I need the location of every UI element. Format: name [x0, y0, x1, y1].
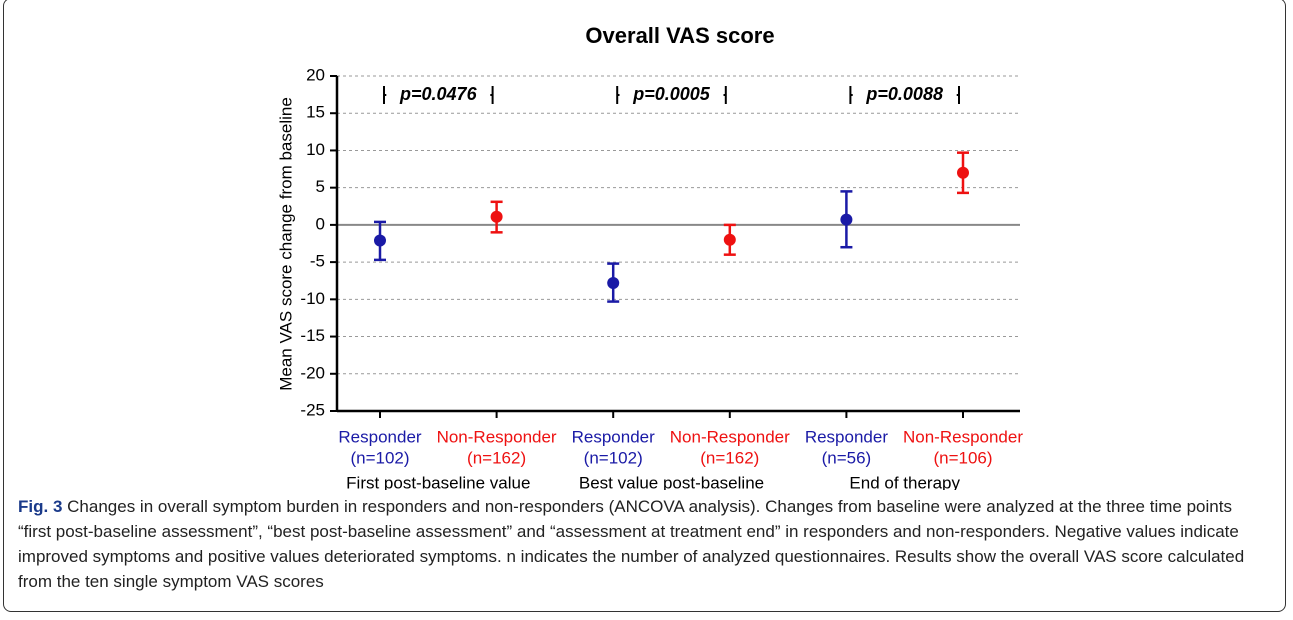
group-label: First post-baseline value [346, 473, 530, 490]
x-tick-label: Non-Responder [437, 427, 557, 446]
x-tick-label: Responder [338, 427, 422, 446]
caption: Fig. 3 Changes in overall symptom burden… [18, 494, 1268, 594]
y-tick-label: 20 [306, 65, 325, 84]
n-label: (n=162) [467, 448, 526, 467]
n-label: (n=102) [584, 448, 643, 467]
caption-label: Fig. 3 [18, 497, 63, 516]
p-value: p=0.0476 [399, 84, 478, 104]
group-label: End of therapy [849, 473, 960, 490]
y-axis-label: Mean VAS score change from baseline [276, 97, 295, 391]
x-tick-label: Non-Responder [670, 427, 790, 446]
y-tick-label: -20 [300, 363, 325, 382]
point [490, 210, 503, 223]
n-label: (n=56) [822, 448, 872, 467]
x-tick-label: Non-Responder [903, 427, 1023, 446]
chart-title: Overall VAS score [585, 23, 774, 48]
caption-text: Changes in overall symptom burden in res… [18, 497, 1245, 591]
group-label: Best value post-baseline [579, 473, 764, 490]
point [374, 234, 386, 247]
p-value: p=0.0088 [865, 84, 943, 104]
y-tick-label: -10 [300, 289, 325, 308]
y-tick-label: 0 [316, 214, 325, 233]
figure-frame [3, 0, 1286, 612]
y-tick-label: -25 [300, 400, 325, 419]
x-tick-label: Responder [572, 427, 656, 446]
chart: Overall VAS score Mean VAS score change … [276, 23, 1023, 490]
point [723, 233, 736, 246]
point [607, 276, 620, 289]
point [840, 213, 853, 226]
p-value: p=0.0005 [632, 84, 711, 104]
n-label: (n=106) [933, 448, 992, 467]
y-tick-label: 15 [306, 103, 325, 122]
point [957, 166, 969, 179]
y-tick-label: -15 [300, 326, 325, 345]
x-tick-label: Responder [805, 427, 889, 446]
y-tick-label: -5 [310, 252, 325, 271]
n-label: (n=162) [700, 448, 759, 467]
y-tick-label: 5 [316, 177, 325, 196]
y-tick-label: 10 [306, 140, 325, 159]
n-label: (n=102) [350, 448, 409, 467]
